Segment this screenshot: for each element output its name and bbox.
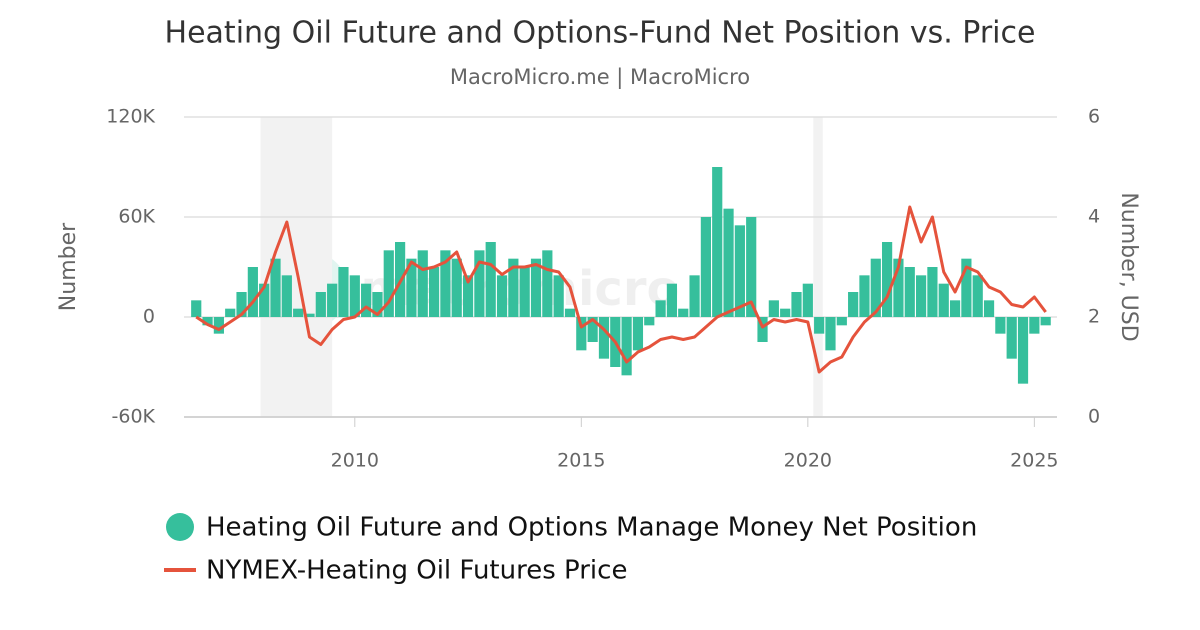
bar [700,217,711,317]
bar [870,258,881,317]
bar [689,275,700,317]
bar [712,167,723,317]
bar [361,283,372,317]
bar [859,275,870,317]
bar [768,300,779,317]
bar [814,317,825,334]
bar [757,317,768,342]
bar [270,258,281,317]
bar [825,317,836,351]
bar [451,258,462,317]
bar [202,317,213,326]
bar [485,242,496,317]
bar [406,258,417,317]
bar [191,300,202,317]
y2-tick-label: 2 [1088,306,1100,328]
bar [327,283,338,317]
bar [293,308,304,317]
bar [349,275,360,317]
bar [644,317,655,326]
bar [417,250,428,317]
bar [428,267,440,317]
bar [259,283,270,317]
bar [281,275,292,317]
bar [802,283,813,317]
bar [961,258,972,317]
bar [213,317,224,334]
bar [564,308,576,317]
bar [678,308,689,317]
y-tick-label: 60K [118,206,155,228]
bar [893,258,904,317]
y2-tick-label: 0 [1088,406,1100,428]
x-tick-label: 2015 [557,450,605,472]
bar [746,217,757,317]
legend-label: Heating Oil Future and Options Manage Mo… [206,513,977,543]
bar [247,267,258,317]
bar [904,267,915,317]
bar [848,292,859,317]
bar [304,313,315,317]
bar [983,300,995,317]
bar [508,258,519,317]
bar [474,250,485,317]
bar [496,275,508,317]
bar [734,225,745,317]
chart-subtitle: MacroMicro.me | MacroMicro [450,65,750,90]
bar [576,317,587,351]
y2-axis-title: Number, USD [1116,192,1141,341]
y-axis-title: Number [56,222,81,311]
bar [462,275,474,317]
x-tick-label: 2020 [784,450,832,472]
legend-marker [166,513,194,541]
bar [882,242,893,317]
bar [632,317,644,351]
bar [338,267,349,317]
bar [383,250,394,317]
bar [621,317,632,376]
y-tick-label: 120K [106,106,155,128]
bar [927,267,938,317]
chart-title: Heating Oil Future and Options-Fund Net … [165,16,1036,51]
bar [723,208,734,317]
bar [236,292,247,317]
bar [315,292,326,317]
bar [519,267,530,317]
bar [938,283,949,317]
bar [972,275,983,317]
bar [949,300,961,317]
bar [1006,317,1017,359]
bar [666,283,678,317]
bar [1029,317,1040,334]
bar [995,317,1006,334]
bar [598,317,610,359]
y2-tick-label: 6 [1088,106,1100,128]
shaded-range [813,117,823,417]
bar [225,308,236,317]
bar [1017,317,1029,384]
y-tick-label: 0 [143,306,155,328]
y2-tick-label: 4 [1088,206,1100,228]
bar [836,317,847,326]
x-tick-label: 2025 [1010,450,1058,472]
bar [530,258,542,317]
bar [542,250,553,317]
bar [1040,317,1051,326]
bar [372,292,383,317]
bar [587,317,598,342]
x-tick-label: 2010 [331,450,379,472]
legend-label: NYMEX-Heating Oil Futures Price [206,556,627,586]
y-tick-label: -60K [112,406,156,428]
price-line [195,205,1047,374]
bar [553,275,564,317]
bar [655,300,666,317]
bar [780,308,791,317]
bar [440,250,451,317]
bar [791,292,802,317]
bar [915,275,927,317]
